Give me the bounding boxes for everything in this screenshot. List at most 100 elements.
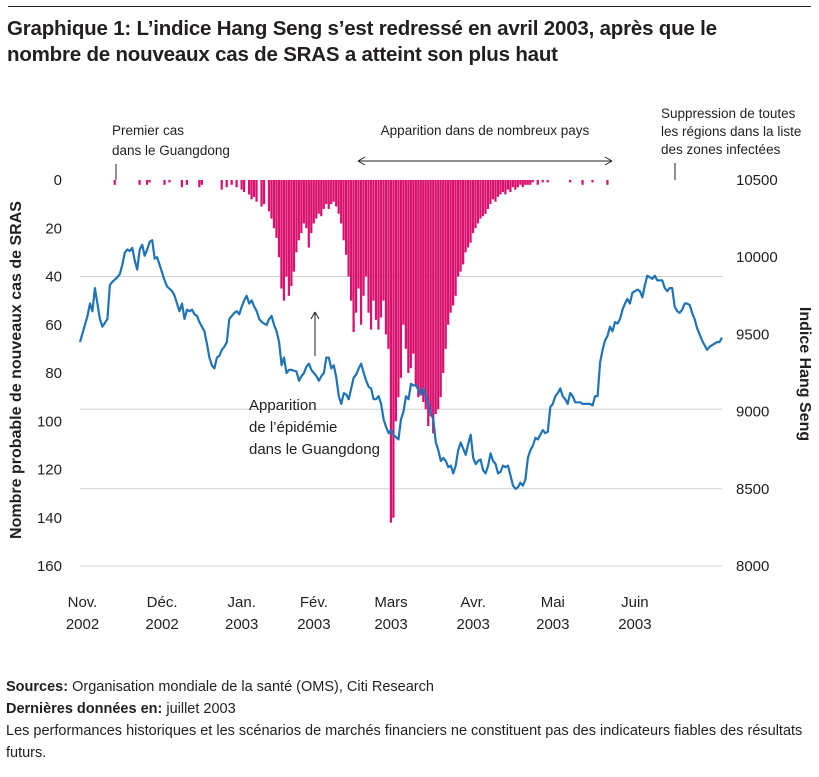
annotation-suppression-line-1: Suppression de toutes bbox=[661, 106, 796, 121]
sars-bar-122 bbox=[516, 180, 519, 188]
footer-sources: Sources: Organisation mondiale de la san… bbox=[6, 676, 812, 698]
left-tick-60: 60 bbox=[45, 317, 62, 334]
sars-bar-44 bbox=[322, 180, 325, 209]
sars-bar-71 bbox=[389, 180, 393, 523]
sars-bar-80 bbox=[412, 180, 415, 354]
sars-bar-94 bbox=[447, 180, 450, 325]
sars-bar-135 bbox=[606, 180, 609, 185]
left-axis-label: Nombre probable de nouveaux cas de SRAS bbox=[8, 201, 25, 539]
sars-bar-76 bbox=[402, 180, 405, 325]
sars-bar-87 bbox=[429, 180, 432, 417]
x-tick-year-3: 2003 bbox=[297, 616, 330, 633]
chart-title-line-2: nombre de nouveaux cas de SRAS a atteint… bbox=[7, 43, 558, 66]
sars-bar-53 bbox=[345, 180, 348, 255]
sars-bar-63 bbox=[369, 180, 373, 330]
left-tick-0: 0 bbox=[54, 172, 62, 189]
annotation-premier-cas-line-1: Premier cas bbox=[112, 123, 184, 138]
sars-bar-34 bbox=[297, 180, 300, 241]
sars-bar-97 bbox=[454, 180, 457, 296]
sars-bar-46 bbox=[327, 180, 330, 209]
sars-bar-61 bbox=[364, 180, 368, 277]
sars-bar-79 bbox=[409, 180, 412, 369]
annotation-apparition-epidemie-line-2: de l’épidémie bbox=[249, 419, 337, 436]
annotation-premier-cas-line-2: dans le Guangdong bbox=[112, 143, 230, 158]
annotation-apparition-pays: Apparition dans de nombreux pays bbox=[357, 123, 613, 166]
footer: Sources: Organisation mondiale de la san… bbox=[6, 676, 812, 764]
x-tick-month-6: Mai bbox=[541, 594, 565, 611]
right-tick-10500: 10500 bbox=[736, 172, 778, 189]
x-tick-year-5: 2003 bbox=[457, 616, 490, 633]
sars-bar-109 bbox=[484, 180, 487, 214]
sars-bar-91 bbox=[439, 180, 442, 398]
top-rule bbox=[8, 6, 811, 7]
sars-bar-82 bbox=[417, 180, 420, 398]
sars-bar-66 bbox=[377, 180, 380, 330]
annotation-apparition-epidemie: Apparition de l’épidémie dans le Guangdo… bbox=[249, 311, 380, 458]
sars-bar-119 bbox=[509, 180, 512, 193]
annotation-premier-cas: Premier cas dans le Guangdong bbox=[112, 123, 230, 180]
sars-bar-98 bbox=[456, 180, 460, 277]
sars-bar-27 bbox=[280, 180, 283, 289]
sars-bar-59 bbox=[359, 180, 363, 325]
sars-bar-40 bbox=[312, 180, 315, 224]
right-tick-9000: 9000 bbox=[736, 404, 769, 421]
hang-seng-line bbox=[78, 239, 723, 490]
hang-seng-path bbox=[78, 239, 723, 490]
annotation-apparition-epidemie-arrowhead bbox=[310, 311, 320, 320]
sars-cases-bars bbox=[113, 180, 609, 523]
sars-bar-36 bbox=[302, 180, 305, 224]
sars-bar-64 bbox=[372, 180, 375, 301]
sars-bar-41 bbox=[315, 180, 318, 219]
left-tick-140: 140 bbox=[37, 510, 62, 527]
annotation-apparition-pays-arrowhead-right bbox=[604, 156, 613, 166]
x-axis-ticks: Nov. 2002 Déc. 2002 Jan. 2003 Fév. 2003 Mars 2003… bbox=[66, 594, 652, 633]
sars-bar-73 bbox=[394, 180, 398, 422]
sars-bar-62 bbox=[367, 180, 370, 313]
right-axis-label: Indice Hang Seng bbox=[796, 307, 813, 441]
sars-bar-108 bbox=[481, 180, 485, 217]
annotation-suppression: Suppression de toutes les régions dans l… bbox=[661, 106, 801, 180]
right-axis-ticks: 10500 10000 9500 9000 8500 8000 bbox=[736, 172, 778, 575]
annotation-apparition-epidemie-line-1: Apparition bbox=[249, 397, 317, 414]
sars-bar-13 bbox=[235, 180, 238, 188]
sars-bar-56 bbox=[352, 180, 355, 332]
sars-bar-24 bbox=[272, 180, 276, 229]
sars-bar-86 bbox=[427, 180, 430, 427]
sars-bar-70 bbox=[387, 180, 390, 349]
annotation-suppression-line-3: des zones infectées bbox=[661, 142, 781, 157]
sars-bar-49 bbox=[335, 180, 338, 207]
sars-bar-33 bbox=[295, 180, 298, 253]
sars-bar-134 bbox=[591, 180, 594, 183]
sars-bar-117 bbox=[504, 180, 507, 195]
sars-bar-100 bbox=[461, 180, 465, 265]
sars-bar-83 bbox=[419, 180, 422, 393]
left-tick-20: 20 bbox=[45, 220, 62, 237]
sars-bar-113 bbox=[494, 180, 497, 202]
sars-bar-128 bbox=[531, 180, 534, 183]
sars-bar-18 bbox=[252, 180, 256, 197]
left-tick-160: 160 bbox=[37, 558, 62, 575]
sars-bar-84 bbox=[422, 180, 425, 402]
sars-bar-17 bbox=[250, 180, 253, 200]
x-tick-month-3: Fév. bbox=[300, 594, 328, 611]
sars-bar-68 bbox=[382, 180, 385, 301]
sars-bar-69 bbox=[384, 180, 388, 335]
sars-bar-20 bbox=[260, 180, 263, 207]
footer-latest-label: Dernières données en: bbox=[6, 701, 163, 717]
left-tick-120: 120 bbox=[37, 462, 62, 479]
sars-bar-99 bbox=[459, 180, 462, 272]
sars-bar-127 bbox=[529, 180, 532, 185]
sars-bar-77 bbox=[404, 180, 407, 349]
sars-bar-123 bbox=[519, 180, 522, 185]
right-tick-8000: 8000 bbox=[736, 558, 769, 575]
footer-sources-text: Organisation mondiale de la santé (OMS),… bbox=[72, 679, 434, 695]
sars-bar-102 bbox=[466, 180, 470, 248]
sars-bar-3 bbox=[148, 180, 151, 183]
sars-bar-12 bbox=[230, 180, 233, 185]
sars-bar-67 bbox=[379, 180, 383, 318]
sars-bar-54 bbox=[347, 180, 350, 277]
sars-bar-42 bbox=[317, 180, 320, 214]
sars-bar-75 bbox=[399, 180, 402, 378]
sars-bar-11 bbox=[225, 180, 228, 188]
